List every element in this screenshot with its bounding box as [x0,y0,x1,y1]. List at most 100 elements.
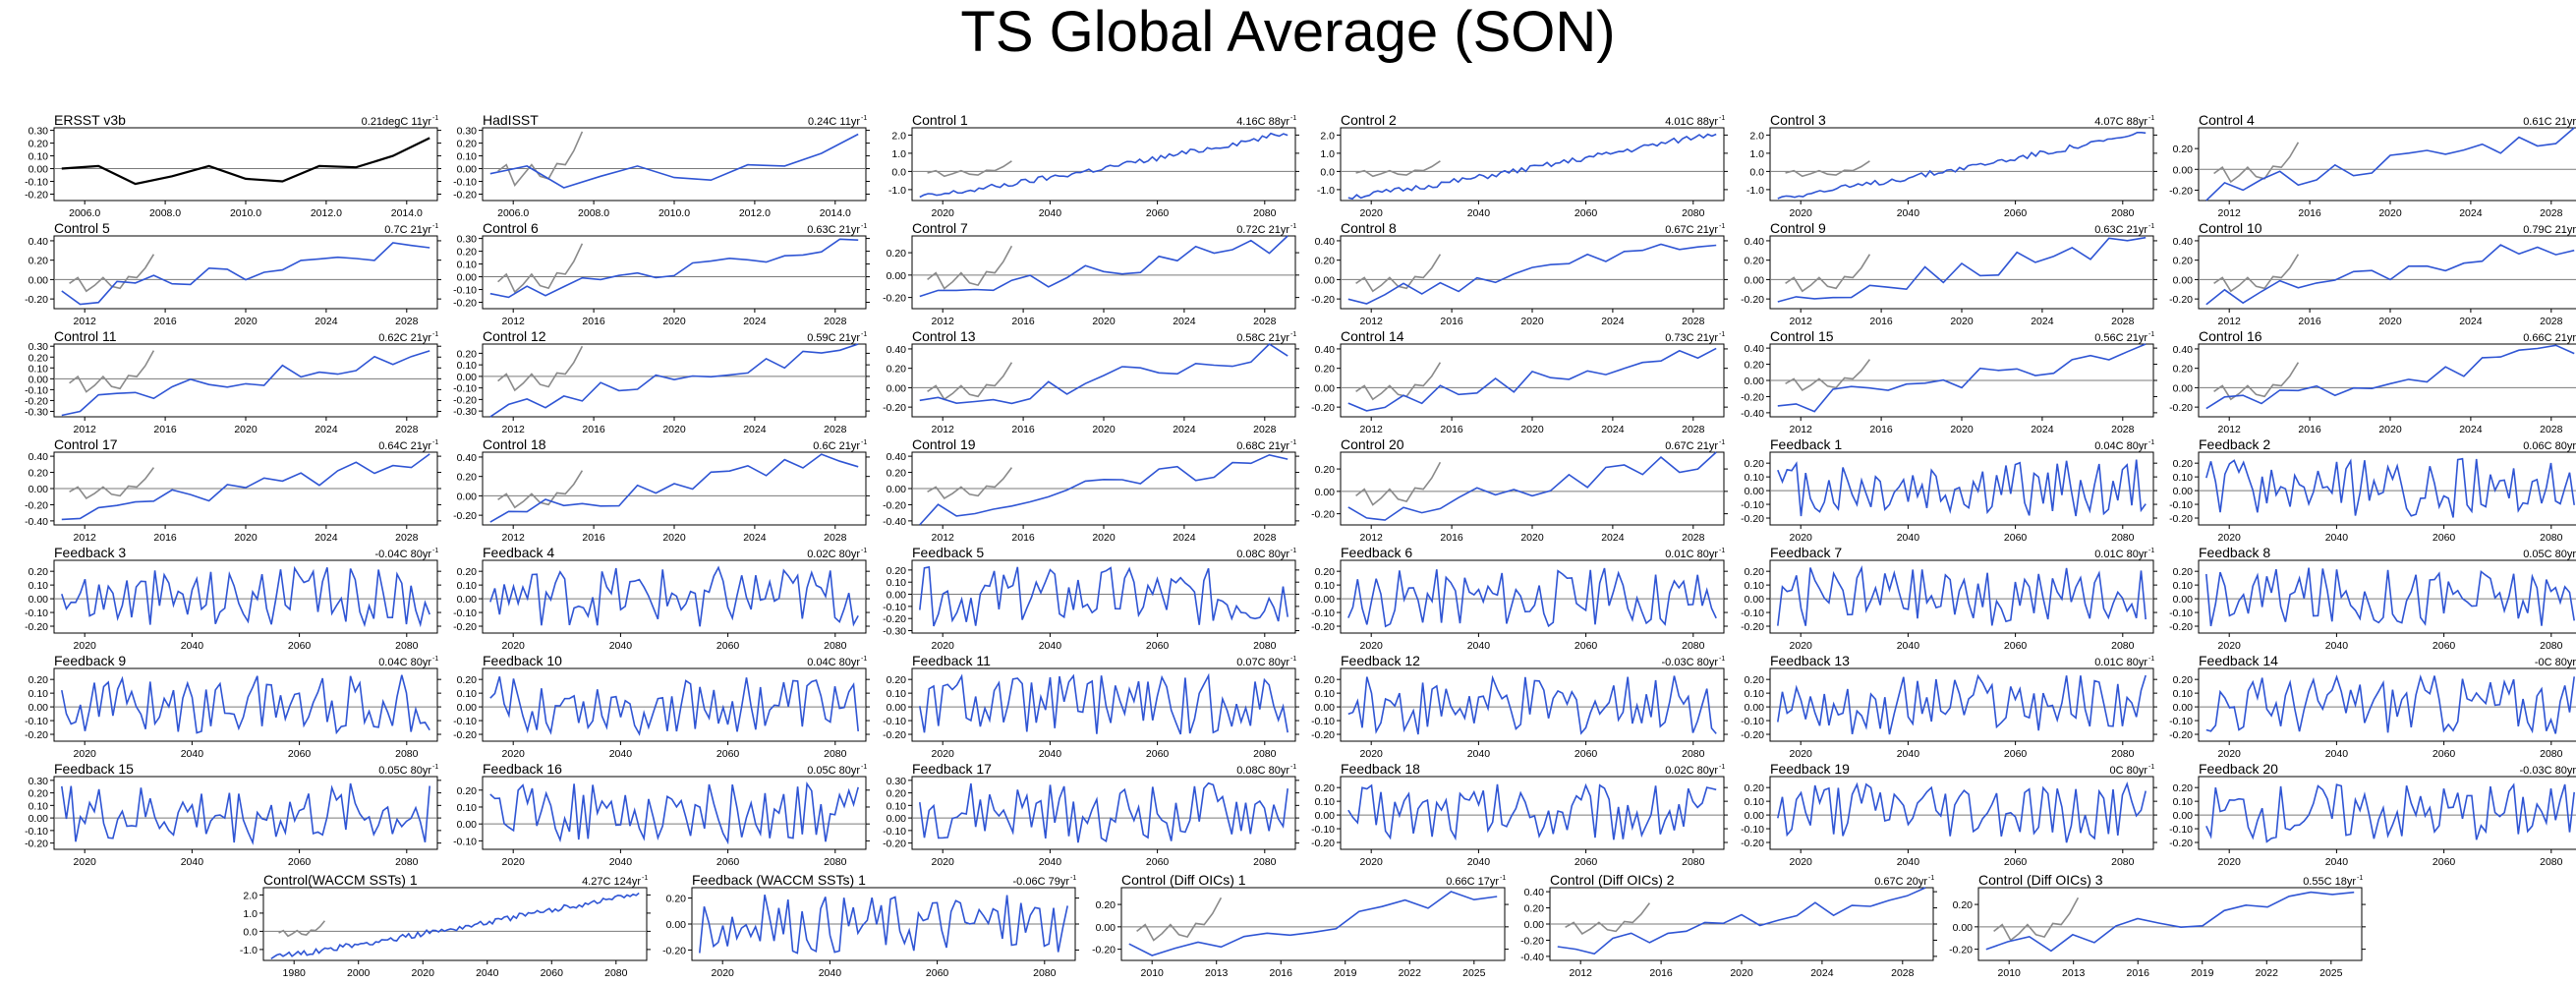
y-tick-label: -0.20 [1311,294,1335,306]
y-tick-label: 0.20 [1315,256,1336,267]
x-tick-label: 2024 [1173,424,1196,435]
y-tick-label: 0.20 [2173,782,2194,794]
y-tick-label: -0.40 [883,516,906,528]
obs-overlay-line [927,245,1013,290]
x-tick-label: 2020 [2218,640,2242,652]
x-tick-label: 2012 [1570,967,1593,979]
y-tick-label: 0.10 [457,260,478,271]
y-tick-label: 0.20 [1745,256,1765,267]
x-tick-label: 2010 [1141,967,1165,979]
trend-label: -0.03C 80yr [1662,657,1719,668]
x-tick-label: 2024 [743,424,767,435]
y-tick-label: -0.20 [1741,838,1764,849]
panel: ERSST v3b 0.21degC 11yr -1 0.300.200.100.00… [25,112,441,219]
y-tick-label: -0.20 [453,298,477,310]
y-tick-label: 0.40 [29,236,49,248]
panel-label: Control 15 [1770,328,1834,344]
panel: Feedback 18 0.02C 80yr -1 0.20 0.10 0.00 -0.10… [1311,761,1728,868]
x-tick-label: 2020 [1520,316,1544,327]
trend-label: 0.04C 80yr [378,657,431,668]
trend-label: 0.05C 80yr [378,765,431,777]
series-line [61,674,430,735]
panel-label: Control 17 [54,436,118,452]
x-tick-label: 2060 [2433,640,2456,652]
plot-frame [53,235,438,310]
x-tick-label: 2006.0 [69,207,100,219]
y-tick-label: 0.20 [1745,360,1765,372]
y-tick-label: -0.30 [883,626,906,638]
panel: Feedback 15 0.05C 80yr -10.300.200.100.00-… [25,761,441,868]
plot-frame [911,343,1296,418]
y-tick-label: -0.10 [25,826,48,838]
x-tick-label: 2020 [932,207,955,219]
y-tick-label: 0.20 [29,674,49,686]
y-tick-label: 1.0 [891,148,906,160]
y-tick-label: 0.20 [457,348,478,360]
x-tick-label: 2028 [824,316,847,327]
y-tick-label: -1.0 [240,945,258,956]
y-tick-label: -0.20 [1311,729,1335,741]
series-line [1777,781,2147,843]
trend-label: 0.07C 80yr [1236,657,1289,668]
y-tick-label: -0.20 [2169,294,2193,306]
y-tick-label: 0.10 [887,688,907,700]
x-tick-label: 2080 [1253,856,1277,868]
x-tick-label: 2040 [1039,640,1062,652]
y-tick-label: -0.20 [25,621,48,633]
y-tick-label: 0.10 [1745,580,1765,592]
y-tick-label: 0.20 [1745,458,1765,470]
trend-label: -0C 80yr [2535,657,2576,668]
x-tick-label: 2024 [1601,424,1625,435]
x-tick-label: 2080 [1253,207,1277,219]
y-tick-label: 0.00 [666,919,687,931]
x-tick-label: 2080 [1253,640,1277,652]
x-tick-label: 2014.0 [391,207,423,219]
x-tick-label: 2040 [2325,532,2349,544]
y-tick-label: 0.10 [1745,796,1765,808]
x-tick-label: 2024 [2459,207,2483,219]
panel-label: Feedback 9 [54,653,126,668]
series-line [919,235,1288,298]
y-tick-label: -0.20 [25,839,48,850]
panel-label: Control 5 [54,220,110,236]
y-tick-label: -0.10 [453,836,477,847]
plot-frame [1120,887,1506,961]
trend-label: 4.01C 88yr [1665,116,1718,128]
x-tick-label: 2016 [2298,316,2321,327]
trend-label: 0.72C 21yr [1236,224,1289,236]
y-tick-label: 0.20 [1315,464,1336,476]
y-tick-label: 0.00 [2173,594,2194,606]
plot-frame [1977,887,2363,961]
x-tick-label: 2060 [288,856,312,868]
x-tick-label: 2020 [234,316,258,327]
y-tick-label: -0.10 [883,602,906,613]
y-tick-label: 0.30 [457,126,478,138]
x-tick-label: 2040 [609,640,633,652]
panel: Feedback 5 0.08C 80yr -10.200.100.00-0.10-… [883,545,1299,652]
y-tick-label: -0.20 [883,499,906,511]
y-tick-label: 0.00 [887,382,907,394]
x-tick-label: 2019 [2191,967,2214,979]
panel-label: Feedback 18 [1341,761,1420,777]
series-line [61,782,430,845]
trend-superscript: -1 [1290,764,1296,771]
y-tick-label: 0.00 [887,484,907,495]
x-tick-label: 2020 [1092,316,1116,327]
panel-label: Control 12 [483,328,546,344]
y-tick-label: -0.20 [453,729,477,741]
x-tick-label: 2012 [932,532,955,544]
panel: Control 12 0.59C 21yr -10.200.100.00-0.10-… [453,328,870,435]
x-tick-label: 2080 [395,748,419,760]
trend-label: 0.66C 21yr [2523,332,2576,344]
x-tick-label: 2025 [2319,967,2343,979]
obs-overlay-line [1355,160,1441,178]
y-tick-label: -0.20 [883,729,906,741]
y-tick-label: 0.20 [887,364,907,376]
trend-label: 0.21degC 11yr [362,116,432,128]
obs-overlay-line [1993,897,2080,942]
series-line [61,453,430,521]
plot-frame [911,559,1296,634]
y-tick-label: 0.00 [2173,274,2194,286]
x-tick-label: 2080 [824,640,847,652]
y-tick-label: -0.10 [25,716,48,727]
